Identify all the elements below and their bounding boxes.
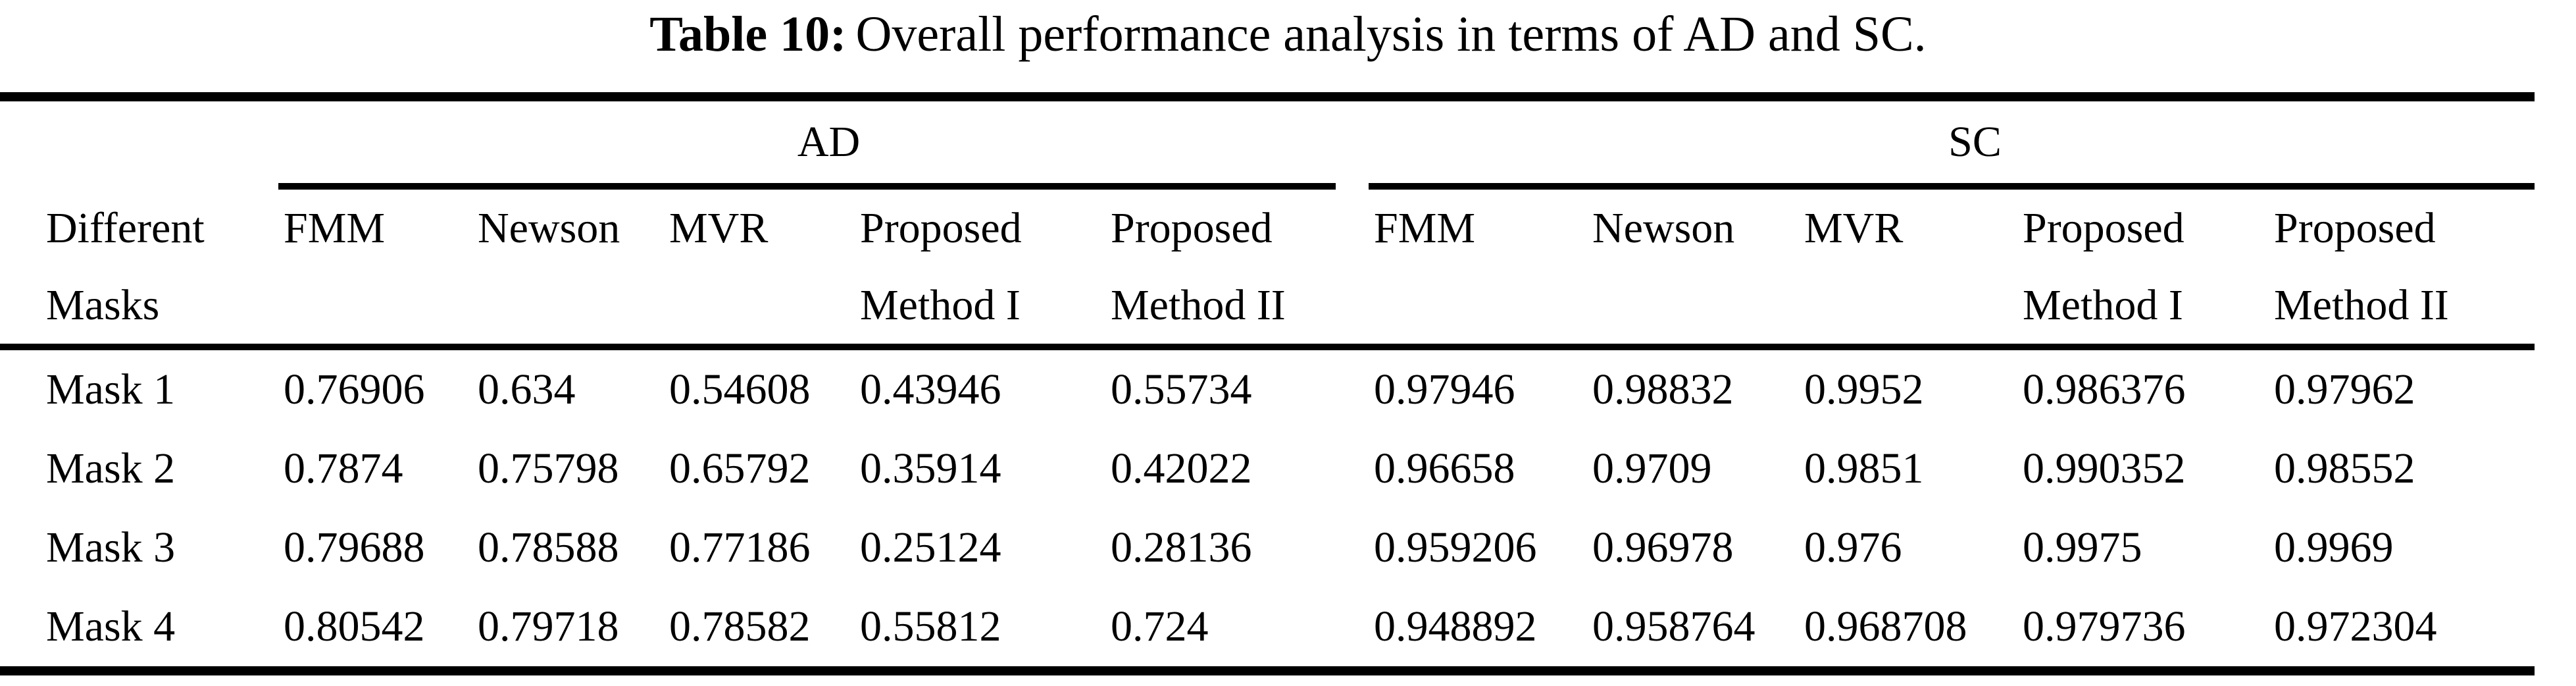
column-header-ad-mvr: MVR	[669, 204, 769, 252]
table-cell: 0.96978	[1592, 523, 1734, 571]
table-cell: 0.948892	[1374, 602, 1537, 650]
table-cell: 0.9952	[1804, 365, 1924, 413]
column-header-ad-newson: Newson	[478, 204, 620, 252]
table-cell: 0.79718	[478, 602, 619, 650]
table-cell: 0.97962	[2274, 365, 2415, 413]
table-cell: 0.55812	[860, 602, 1001, 650]
table-cell: 0.972304	[2274, 602, 2437, 650]
table-cell: 0.76906	[284, 365, 425, 413]
table-cell: 0.35914	[860, 444, 1001, 492]
table-cell: 0.9709	[1592, 444, 1712, 492]
table-cell: 0.28136	[1111, 523, 1252, 571]
table-cell: 0.968708	[1804, 602, 1967, 650]
column-header-ad-proposed-method-2: Proposed Method II	[1111, 204, 1286, 329]
table-cell: 0.986376	[2023, 365, 2186, 413]
column-header-ad-proposed-method-1: Proposed Method I	[860, 204, 1022, 329]
row-label: Mask 2	[46, 444, 176, 492]
row-label: Mask 4	[46, 602, 176, 650]
table-caption-label: Table 10:	[649, 7, 847, 62]
table-cell: 0.979736	[2023, 602, 2186, 650]
top-rule	[0, 92, 2535, 101]
table-cell: 0.990352	[2023, 444, 2186, 492]
column-header-sc-proposed-method-1: Proposed Method I	[2023, 204, 2185, 329]
table-row: Mask 1 0.76906 0.634 0.54608 0.43946 0.55734 0…	[0, 350, 2576, 429]
table-cell: 0.54608	[669, 365, 811, 413]
table-cell: 0.78588	[478, 523, 619, 571]
bottom-rule	[0, 666, 2535, 675]
column-header-ad-fmm: FMM	[284, 204, 386, 252]
column-header-row: Different Masks FMM Newson MVR Proposed Me…	[0, 190, 2576, 344]
table-cell: 0.9969	[2274, 523, 2394, 571]
table-cell: 0.25124	[860, 523, 1001, 571]
column-header-sc-proposed-method-2: Proposed Method II	[2274, 204, 2449, 329]
table-cell: 0.65792	[669, 444, 811, 492]
table-cell: 0.976	[1804, 523, 1902, 571]
table-body: Mask 1 0.76906 0.634 0.54608 0.43946 0.55734 0…	[0, 350, 2576, 666]
table-cell: 0.98552	[2274, 444, 2415, 492]
table-caption-text: Overall performance analysis in terms of…	[855, 7, 1927, 62]
sc-group-rule	[1369, 183, 2535, 190]
table-cell: 0.96658	[1374, 444, 1515, 492]
table-cell: 0.959206	[1374, 523, 1537, 571]
table-caption: Table 10: Overall performance analysis in…	[0, 3, 2576, 66]
column-header-sc-mvr: MVR	[1804, 204, 1904, 252]
table-row: Mask 3 0.79688 0.78588 0.77186 0.25124 0.2813…	[0, 508, 2576, 587]
ad-group-rule	[278, 183, 1336, 190]
table-cell: 0.42022	[1111, 444, 1252, 492]
table-cell: 0.98832	[1592, 365, 1734, 413]
row-label: Mask 1	[46, 365, 176, 413]
row-label: Mask 3	[46, 523, 176, 571]
table-cell: 0.80542	[284, 602, 425, 650]
column-header-sc-fmm: FMM	[1374, 204, 1476, 252]
table-cell: 0.724	[1111, 602, 1209, 650]
table-cell: 0.78582	[669, 602, 811, 650]
table-cell: 0.43946	[860, 365, 1001, 413]
table-cell: 0.958764	[1592, 602, 1755, 650]
group-header-sc: SC	[1948, 118, 2002, 166]
column-header-different-masks: Different Masks	[46, 204, 205, 329]
table-cell: 0.97946	[1374, 365, 1515, 413]
table-cell: 0.79688	[284, 523, 425, 571]
table-cell: 0.7874	[284, 444, 403, 492]
table-cell: 0.75798	[478, 444, 619, 492]
column-header-sc-newson: Newson	[1592, 204, 1735, 252]
group-rule-row	[0, 183, 2576, 190]
table-cell: 0.9851	[1804, 444, 1924, 492]
table-cell: 0.9975	[2023, 523, 2142, 571]
group-header-row: AD SC	[0, 101, 2576, 183]
table-cell: 0.634	[478, 365, 576, 413]
mid-rule	[0, 344, 2535, 350]
table-cell: 0.77186	[669, 523, 811, 571]
table-row: Mask 4 0.80542 0.79718 0.78582 0.55812 0.724 0…	[0, 587, 2576, 666]
table-row: Mask 2 0.7874 0.75798 0.65792 0.35914 0.42022…	[0, 429, 2576, 508]
table-cell: 0.55734	[1111, 365, 1252, 413]
group-header-ad: AD	[797, 118, 861, 166]
